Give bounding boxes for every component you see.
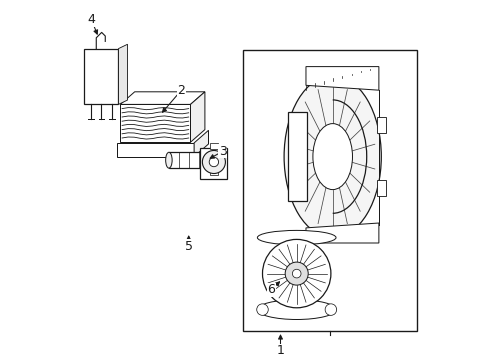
Circle shape (285, 262, 307, 285)
Ellipse shape (284, 76, 381, 238)
Ellipse shape (257, 300, 335, 320)
Text: 6: 6 (267, 283, 275, 296)
Polygon shape (194, 130, 208, 157)
Polygon shape (118, 44, 127, 104)
Bar (117, 143, 194, 157)
Polygon shape (190, 92, 204, 142)
Text: 2: 2 (177, 84, 185, 96)
Bar (200, 148, 227, 179)
Circle shape (325, 304, 336, 315)
Polygon shape (120, 92, 204, 104)
Circle shape (209, 157, 218, 167)
Bar (376, 180, 386, 196)
Bar (376, 117, 386, 133)
Ellipse shape (205, 152, 211, 168)
Bar (288, 112, 306, 201)
Circle shape (202, 150, 225, 174)
Text: 1: 1 (276, 345, 284, 357)
Circle shape (262, 239, 330, 308)
Text: 3: 3 (219, 145, 226, 158)
Text: 5: 5 (184, 240, 192, 253)
Circle shape (256, 304, 268, 315)
Polygon shape (305, 67, 378, 90)
Bar (120, 104, 190, 142)
Ellipse shape (312, 123, 352, 190)
Bar (242, 50, 416, 331)
Bar (209, 170, 218, 175)
Bar (209, 143, 218, 149)
Text: 4: 4 (87, 13, 95, 26)
Bar (168, 152, 208, 168)
Bar (84, 49, 118, 104)
Ellipse shape (165, 152, 172, 168)
Polygon shape (305, 223, 378, 243)
Ellipse shape (257, 230, 335, 245)
Circle shape (292, 269, 301, 278)
